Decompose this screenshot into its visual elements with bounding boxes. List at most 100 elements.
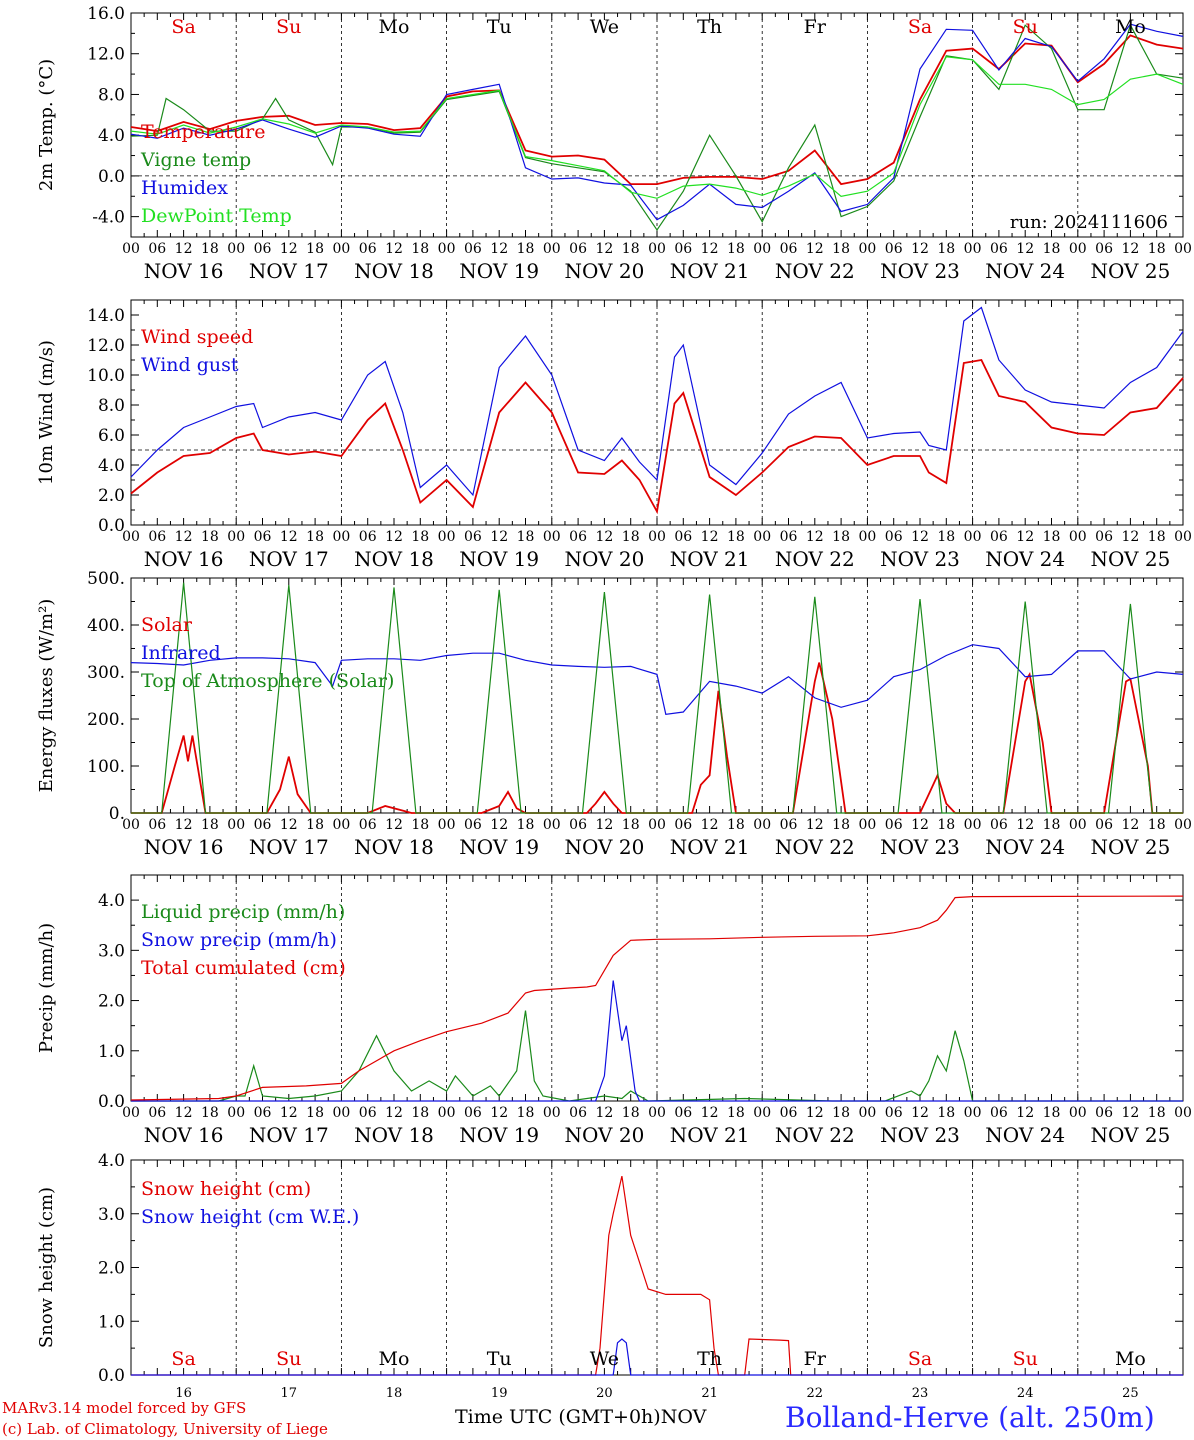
day-number-label: 17 [281,1386,298,1400]
x-hour-label: 12 [1121,817,1139,833]
weekday-label: Sa [171,16,195,38]
day-number-label: 22 [807,1386,824,1400]
x-hour-label: 00 [122,817,140,833]
y-tick-label: 4.0 [98,891,125,911]
x-hour-label: 18 [306,1105,324,1121]
y-tick-label: 200. [87,710,125,730]
series-line-humidex [130,23,1184,221]
x-hour-label: 12 [1016,529,1034,545]
panel-frame [130,12,1184,238]
series-line-wind-speed [130,358,1184,515]
x-hour-label: 18 [1043,1105,1061,1121]
x-hour-label: 18 [306,817,324,833]
weekday-label: We [590,1348,619,1370]
x-hour-label: 00 [438,529,456,545]
weekday-label: Su [1013,1348,1038,1370]
x-hour-label: 12 [490,529,508,545]
x-hour-label: 00 [648,817,666,833]
x-hour-label: 18 [517,241,535,257]
legend-entry: Liquid precip (mm/h) [141,901,345,923]
x-date-label: NOV 18 [354,1123,434,1147]
time-label: Time UTC (GMT+0h) [455,1406,661,1428]
legend-entry: Humidex [141,177,228,199]
x-hour-label: 18 [1043,817,1061,833]
x-date-label: NOV 21 [670,547,750,571]
x-date-label: NOV 21 [670,835,750,859]
x-hour-label: 12 [806,817,824,833]
y-tick-label: 500. [87,569,125,589]
x-date-label: NOV 23 [880,1123,960,1147]
x-hour-label: 06 [359,817,377,833]
x-hour-label: 12 [1121,529,1139,545]
x-hour-label: 12 [701,529,719,545]
y-tick-label: 8.0 [98,85,125,105]
legend-entry: Solar [141,614,193,636]
weekday-label: Su [276,1348,301,1370]
series-line-liquid-precip-mm-h- [131,1010,1183,1102]
weekday-label: Th [697,16,722,38]
x-date-label: NOV 22 [775,835,855,859]
time-axis-label: Time UTC (GMT+0h)NOV [455,1406,706,1428]
series-line-solar [131,662,1183,814]
x-hour-label: 12 [1016,817,1034,833]
x-hour-label: 06 [254,529,272,545]
legend-entry: Top of Atmosphere (Solar) [141,670,394,692]
weekday-label: Su [1013,16,1038,38]
x-hour-label: 18 [937,817,955,833]
y-tick-label: -4.0 [92,208,125,228]
x-hour-label: 06 [885,1105,903,1121]
meteogram-chart: -4.0 0.0 4.0 8.0 12.0 16.0 2m Temp. (°C) Temper… [36,4,1192,1400]
lab-credit: (c) Lab. of Climatology, University of L… [2,1420,328,1438]
series-line-total-cumulated-cm- [130,895,1184,1101]
x-hour-label: 00 [964,529,982,545]
x-hour-label: 18 [727,817,745,833]
x-hour-label: 00 [332,241,350,257]
x-date-label: NOV 18 [354,547,434,571]
weekday-label: Sa [171,1348,195,1370]
x-hour-label: 06 [1095,1105,1113,1121]
x-date-label: NOV 21 [670,259,750,283]
x-date-label: NOV 17 [249,1123,329,1147]
panel-frame [130,299,1184,526]
x-date-label: NOV 16 [144,835,224,859]
x-hour-label: 12 [1016,1105,1034,1121]
x-date-label: NOV 18 [354,259,434,283]
x-hour-label: 06 [990,241,1008,257]
x-hour-label: 18 [517,817,535,833]
x-hour-label: 06 [464,241,482,257]
x-date-label: NOV 19 [459,835,539,859]
x-hour-label: 00 [648,241,666,257]
x-hour-label: 12 [385,241,403,257]
x-date-label: NOV 25 [1091,835,1171,859]
x-hour-label: 12 [490,817,508,833]
x-hour-label: 06 [990,529,1008,545]
x-hour-label: 18 [517,529,535,545]
x-date-label: NOV 25 [1091,259,1171,283]
x-hour-label: 18 [201,1105,219,1121]
x-hour-label: 18 [1148,241,1166,257]
x-hour-label: 00 [227,529,245,545]
x-hour-label: 12 [911,241,929,257]
x-hour-label: 00 [648,529,666,545]
x-hour-label: 12 [175,241,193,257]
x-date-label: NOV 22 [775,547,855,571]
x-hour-label: 00 [964,241,982,257]
x-hour-label: 12 [280,241,298,257]
x-date-label: NOV 20 [565,547,645,571]
x-hour-label: 18 [832,529,850,545]
x-hour-label: 00 [543,241,561,257]
x-hour-label: 18 [306,529,324,545]
y-tick-label: 16.0 [87,4,125,24]
y-axis-label: 10m Wind (m/s) [36,340,57,485]
x-hour-label: 06 [569,241,587,257]
legend-entry: DewPoint Temp [141,205,292,227]
y-tick-label: 12.0 [87,45,125,65]
x-hour-label: 00 [1174,1105,1192,1121]
y-axis-label: 2m Temp. (°C) [36,59,57,191]
y-tick-label: 0.0 [98,1366,125,1386]
x-hour-label: 12 [806,529,824,545]
x-hour-label: 18 [1148,817,1166,833]
x-hour-label: 12 [911,529,929,545]
x-hour-label: 12 [806,241,824,257]
day-number-label: 23 [912,1386,929,1400]
